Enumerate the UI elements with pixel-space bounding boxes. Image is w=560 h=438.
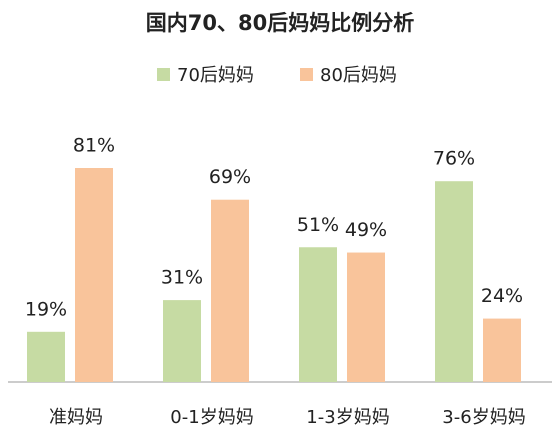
value-label: 49% bbox=[345, 219, 387, 241]
bar bbox=[483, 318, 521, 382]
x-tick-label: 3-6岁妈妈 bbox=[442, 407, 525, 428]
value-label: 81% bbox=[73, 135, 115, 157]
bar bbox=[299, 247, 337, 382]
legend-swatch bbox=[157, 68, 170, 81]
value-label: 31% bbox=[161, 267, 203, 289]
x-tick-label: 0-1岁妈妈 bbox=[170, 407, 253, 428]
x-tick-label: 准妈妈 bbox=[49, 407, 103, 428]
bar bbox=[163, 300, 201, 382]
legend-swatch bbox=[300, 68, 313, 81]
legend-label: 80后妈妈 bbox=[320, 65, 397, 86]
x-tick-label: 1-3岁妈妈 bbox=[306, 407, 389, 428]
value-label: 76% bbox=[433, 148, 475, 170]
bar bbox=[211, 199, 249, 382]
chart-title: 国内70、80后妈妈比例分析 bbox=[146, 11, 414, 35]
value-label: 69% bbox=[209, 166, 251, 188]
bar bbox=[75, 168, 113, 382]
value-label: 24% bbox=[481, 285, 523, 307]
legend-label: 70后妈妈 bbox=[177, 65, 254, 86]
value-label: 51% bbox=[297, 214, 339, 236]
value-label: 19% bbox=[25, 298, 67, 320]
bar bbox=[27, 331, 65, 382]
bar bbox=[435, 181, 473, 382]
bar bbox=[347, 252, 385, 382]
